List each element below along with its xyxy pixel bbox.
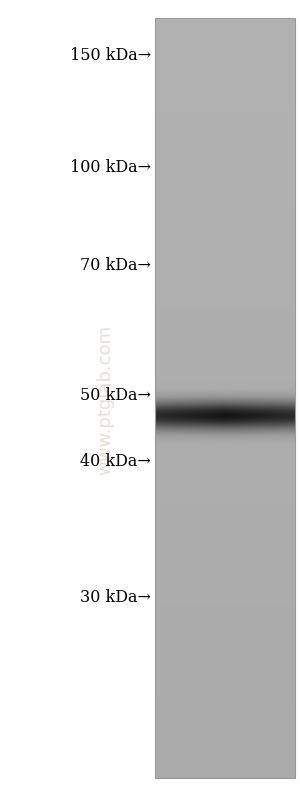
Text: 50 kDa→: 50 kDa→ [80,387,151,403]
Text: www.ptglab.com: www.ptglab.com [96,324,114,475]
Text: 30 kDa→: 30 kDa→ [80,590,151,606]
Bar [155,18,295,778]
Text: 100 kDa→: 100 kDa→ [70,160,151,177]
Text: 70 kDa→: 70 kDa→ [80,256,151,273]
Text: 150 kDa→: 150 kDa→ [70,46,151,63]
Text: 40 kDa→: 40 kDa→ [80,454,151,471]
